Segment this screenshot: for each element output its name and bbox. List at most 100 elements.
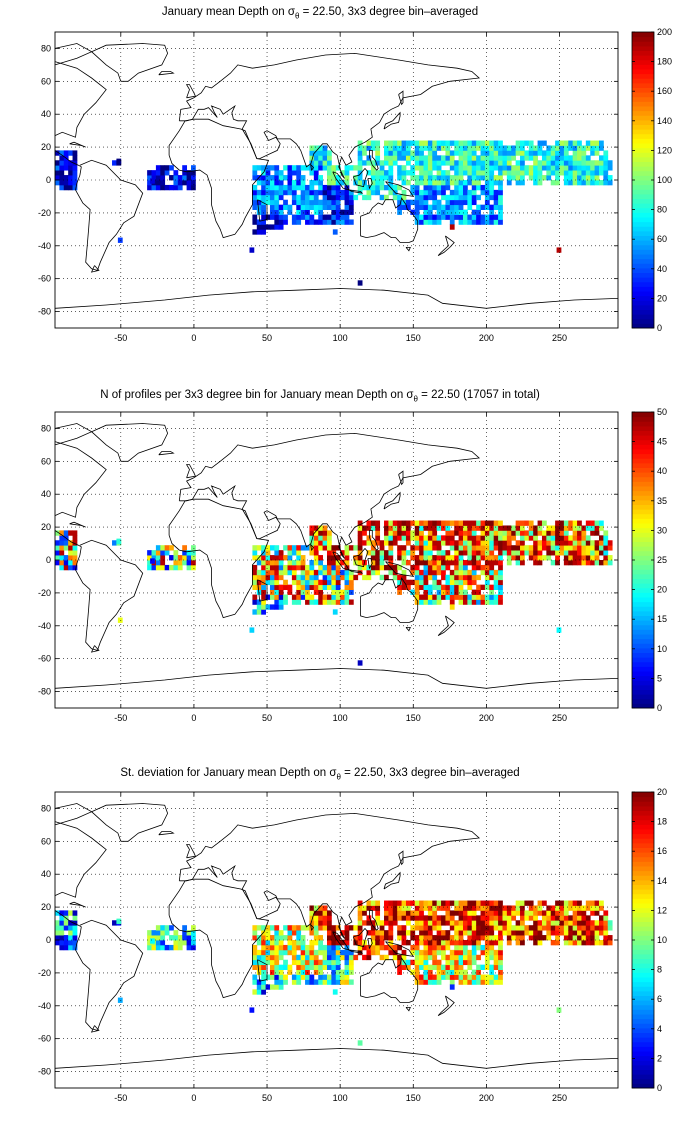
data-bin [274, 594, 280, 600]
data-bin [467, 535, 473, 541]
data-bin [427, 594, 433, 600]
coastline [405, 247, 411, 252]
data-bin [524, 910, 530, 916]
data-bin [489, 584, 495, 590]
data-bin [436, 589, 442, 595]
data-bin [63, 555, 69, 561]
data-bin [555, 145, 560, 151]
data-bin [287, 589, 293, 595]
data-bin [278, 964, 284, 970]
data-bin [585, 900, 591, 906]
data-bin [344, 574, 350, 581]
data-bin [462, 979, 468, 985]
data-bin [484, 160, 490, 166]
data-bin [405, 940, 411, 946]
data-bin [520, 910, 525, 916]
data-bin [366, 564, 372, 571]
data-bin [291, 180, 297, 186]
data-bin [265, 560, 271, 566]
data-bin [348, 599, 354, 605]
data-bin [326, 530, 332, 536]
data-bin [432, 564, 438, 571]
data-bin [160, 545, 166, 551]
data-bin [410, 935, 416, 941]
data-bin [274, 224, 280, 230]
data-bin [182, 170, 188, 176]
data-bin [537, 140, 543, 146]
data-bin [309, 564, 315, 571]
data-bin [300, 564, 306, 571]
data-bin [528, 535, 534, 541]
data-bin [392, 184, 398, 191]
data-bin [252, 949, 258, 956]
data-bin [287, 584, 293, 590]
data-bin [357, 280, 363, 286]
data-bin [506, 935, 512, 941]
data-bin [331, 209, 337, 215]
data-bin [256, 599, 262, 605]
data-bin [432, 920, 438, 926]
data-bin [427, 520, 433, 526]
data-bin [432, 219, 438, 225]
data-bin [344, 974, 350, 980]
data-bin [326, 564, 332, 571]
data-bin [309, 550, 315, 556]
data-bin [563, 170, 569, 176]
colorbar-step [632, 41, 654, 47]
data-bin [384, 944, 389, 951]
data-bin [563, 145, 569, 151]
data-bin [375, 535, 381, 541]
data-bin [362, 160, 367, 166]
data-bin [296, 940, 302, 946]
data-bin [458, 550, 464, 556]
data-bin [397, 584, 402, 590]
data-bin [515, 145, 521, 151]
data-bin [493, 569, 499, 576]
data-bin [498, 910, 503, 916]
data-bin [283, 925, 288, 931]
data-bin [559, 930, 565, 936]
data-bin [68, 940, 73, 946]
data-bin [454, 165, 460, 171]
coastline [54, 803, 93, 826]
colorbar-step [632, 601, 654, 607]
data-bin [169, 925, 174, 931]
data-bin [322, 145, 328, 151]
panel-title: January mean Depth on σθ = 22.50, 3x3 de… [161, 6, 479, 21]
colorbar-step [632, 796, 654, 802]
data-bin [318, 155, 324, 161]
data-bin [427, 189, 433, 196]
data-bin [305, 219, 310, 225]
data-bin [449, 974, 455, 980]
data-bin [607, 175, 613, 181]
data-bin [432, 155, 438, 161]
data-bin [261, 979, 266, 985]
data-bin [366, 140, 372, 146]
colorbar-step [632, 657, 654, 663]
data-bin [326, 920, 332, 926]
data-bin [568, 550, 574, 556]
data-bin [414, 599, 420, 605]
data-bin [55, 925, 60, 931]
data-bin [269, 180, 275, 186]
colorbar-step [632, 958, 654, 964]
data-bin [520, 550, 525, 556]
data-bin [515, 160, 521, 166]
colorbar-step [632, 546, 654, 552]
colorbar-step [632, 587, 654, 593]
colorbar-tick-label: 45 [657, 437, 667, 447]
data-bin [63, 160, 69, 166]
data-bin [274, 974, 280, 980]
data-bin [313, 569, 319, 576]
data-bin [432, 214, 438, 220]
data-bin [309, 915, 315, 921]
data-bin [423, 219, 429, 225]
data-bin [467, 940, 473, 946]
data-bin [59, 180, 65, 186]
data-bin [484, 199, 490, 206]
data-bin [305, 949, 310, 956]
data-bin [182, 175, 188, 181]
data-bin [498, 905, 503, 911]
data-bin [344, 204, 350, 210]
data-bin [318, 189, 324, 196]
